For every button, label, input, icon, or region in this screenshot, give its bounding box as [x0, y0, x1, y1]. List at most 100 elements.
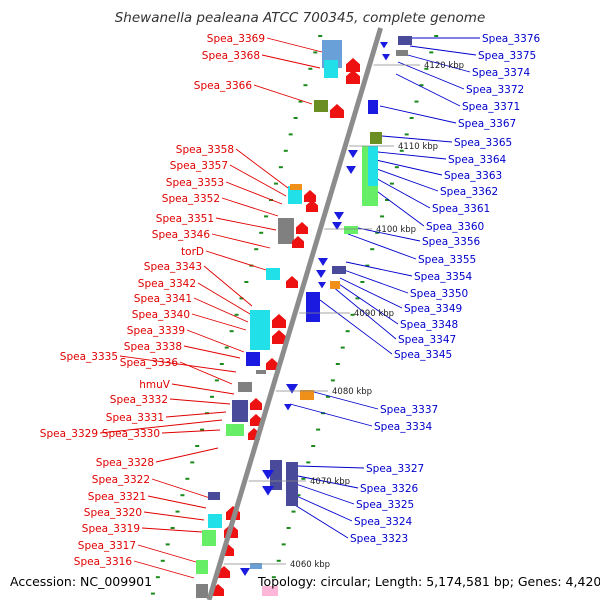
- left-gene-label: Spea_3357: [170, 160, 228, 172]
- gene-block: [300, 390, 314, 400]
- left-gene-label: Spea_3352: [162, 193, 220, 205]
- gene-block: [330, 281, 340, 289]
- left-gene-label: Spea_3342: [138, 278, 196, 290]
- right-gene-label: Spea_3374: [472, 67, 531, 79]
- gene-arrow: [262, 470, 274, 480]
- left-leader: [155, 447, 219, 463]
- right-gene-label: Spea_3345: [394, 349, 452, 361]
- gene-block: [398, 36, 412, 45]
- gene-block: [226, 424, 244, 436]
- gene-arrow: [218, 566, 230, 578]
- right-leader: [397, 61, 465, 90]
- right-leader: [289, 403, 373, 427]
- left-gene-label: Spea_3341: [134, 293, 192, 305]
- gene-arrow: [296, 222, 308, 234]
- left-leader: [203, 265, 253, 307]
- right-gene-label: Spea_3365: [454, 137, 512, 149]
- gene-block: [208, 514, 222, 528]
- left-gene-label: Spea_3368: [202, 50, 260, 62]
- gene-block: [266, 268, 280, 280]
- right-gene-label: Spea_3371: [462, 101, 520, 113]
- right-leader: [409, 45, 477, 56]
- gene-block: [332, 266, 346, 274]
- right-gene-label: Spea_3375: [478, 50, 536, 62]
- right-gene-label: Spea_3361: [432, 203, 490, 215]
- gene-block: [278, 218, 294, 244]
- right-leader: [395, 73, 461, 107]
- left-gene-label: Spea_3358: [176, 144, 234, 156]
- accession-text: Accession: NC_009901: [10, 574, 153, 589]
- right-gene-label: Spea_3348: [400, 319, 458, 331]
- right-gene-label: Spea_3326: [360, 483, 419, 495]
- right-gene-label: Spea_3324: [354, 516, 413, 528]
- left-gene-label: Spea_3321: [88, 491, 146, 503]
- scale-marker-label: 4070 kbp: [310, 477, 350, 487]
- gene-arrow: [284, 404, 292, 411]
- left-gene-label: Spea_3319: [82, 523, 140, 535]
- right-leader: [377, 151, 447, 160]
- right-gene-labels: Spea_3376 Spea_3375 Spea_3374 Spea_3372 Spea…: [350, 33, 541, 545]
- left-leader: [183, 345, 241, 359]
- right-leader: [291, 493, 353, 522]
- gene-arrow: [262, 486, 274, 496]
- gene-arrow: [306, 200, 318, 212]
- right-gene-label: Spea_3376: [482, 33, 541, 45]
- gene-features: [196, 36, 412, 598]
- scale-marker-label: 4120 kbp: [424, 61, 464, 71]
- left-leader: [143, 511, 205, 521]
- right-gene-label: Spea_3347: [398, 334, 456, 346]
- gene-arrow: [348, 150, 358, 158]
- gene-block: [246, 352, 260, 366]
- left-gene-label: Spea_3338: [124, 341, 182, 353]
- map-title: Shewanella pealeana ATCC 700345, complet…: [115, 10, 486, 26]
- gene-arrow: [240, 568, 250, 576]
- right-gene-label: Spea_3372: [466, 84, 524, 96]
- gene-block: [306, 292, 320, 322]
- right-gene-label: Spea_3360: [426, 221, 484, 233]
- left-gene-label: Spea_3320: [84, 507, 142, 519]
- left-leader: [261, 54, 321, 69]
- scale-marker-label: 4100 kbp: [376, 225, 416, 235]
- gene-block: [262, 586, 278, 596]
- gene-block: [256, 370, 266, 374]
- gene-arrow: [318, 258, 328, 266]
- left-leader: [119, 355, 237, 373]
- left-gene-label: Spea_3340: [132, 309, 190, 321]
- right-gene-label: Spea_3334: [374, 421, 433, 433]
- left-leader: [151, 478, 211, 499]
- gene-arrow: [286, 384, 298, 394]
- gene-arrow: [266, 358, 278, 370]
- right-leader: [379, 105, 457, 124]
- left-gene-label: Spea_3330: [102, 428, 160, 440]
- right-gene-label: Spea_3327: [366, 463, 424, 475]
- left-gene-labels: Spea_3369 Spea_3368 Spea_3366 Spea_3358 Spea…: [40, 33, 265, 568]
- left-gene-label: Spea_3369: [207, 33, 265, 45]
- scale-marker-label: 4090 kbp: [354, 309, 394, 319]
- right-gene-label: Spea_3323: [350, 533, 408, 545]
- gene-arrow: [272, 314, 286, 328]
- gene-arrow: [334, 212, 344, 220]
- left-leader: [221, 197, 279, 217]
- genome-summary-text: Topology: circular; Length: 5,174,581 bp…: [258, 574, 600, 589]
- right-gene-label: Spea_3337: [380, 404, 438, 416]
- gene-arrow: [318, 282, 326, 289]
- right-leader: [343, 269, 409, 294]
- left-gene-label: hmuV: [139, 379, 171, 391]
- left-gene-label: Spea_3346: [152, 229, 211, 241]
- gene-arrow: [250, 398, 262, 410]
- gene-arrow: [382, 54, 390, 61]
- left-gene-label: torD: [181, 246, 204, 258]
- gene-arrow: [380, 42, 388, 49]
- left-leader: [225, 181, 283, 205]
- left-gene-label: Spea_3317: [78, 540, 136, 552]
- gene-block: [250, 563, 262, 569]
- left-leader: [171, 383, 235, 395]
- gene-arrow: [346, 166, 356, 174]
- right-leader: [335, 281, 399, 325]
- right-leader: [357, 227, 421, 242]
- backbone-line: [206, 27, 383, 600]
- right-gene-label: Spea_3363: [444, 170, 502, 182]
- gene-block: [196, 584, 208, 598]
- gene-block: [344, 226, 358, 234]
- gene-arrow: [292, 236, 304, 248]
